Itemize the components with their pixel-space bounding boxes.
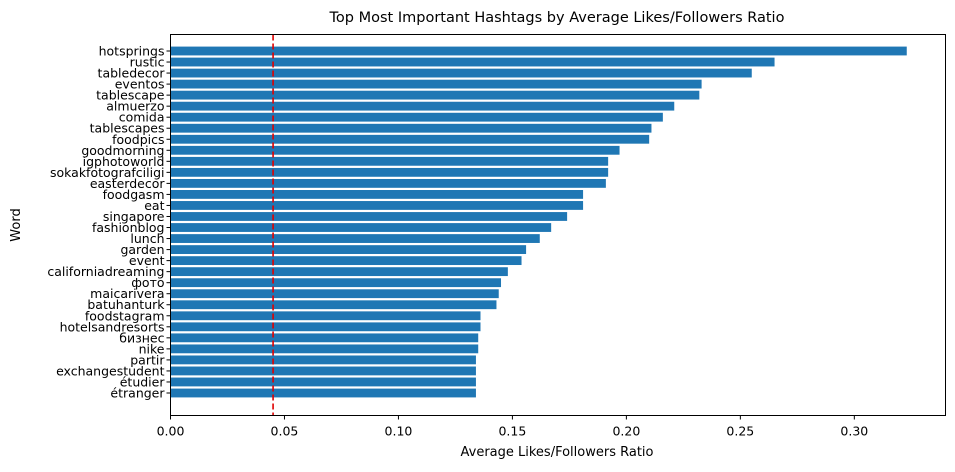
y-tick-label: californiadreaming [47, 264, 164, 279]
x-axis-label: Average Likes/Followers Ratio [461, 445, 654, 460]
x-tick-label: 0.25 [726, 424, 754, 439]
y-tick-label: étranger [110, 386, 165, 401]
x-tick-label: 0.10 [385, 424, 413, 439]
y-tick-label: fashionblog [92, 220, 165, 235]
y-tick-label: фото [131, 275, 164, 290]
y-tick-label: easterdecor [90, 176, 166, 191]
bar-12 [170, 178, 606, 188]
bar-9 [170, 145, 620, 155]
bar-23 [170, 300, 497, 310]
y-tick-label: foodgasm [103, 187, 165, 202]
bar-18 [170, 245, 527, 254]
y-tick-label: partir [130, 352, 165, 367]
bar-22 [170, 289, 499, 299]
y-tick-label: hotelsandresorts [60, 319, 165, 334]
y-tick-label: singapore [103, 209, 165, 224]
bar-2 [170, 68, 752, 78]
bar-15 [170, 212, 568, 221]
y-tick-labels: hotspringsrustictabledecoreventostablesc… [47, 44, 171, 401]
y-tick-label: tabledecor [98, 66, 166, 81]
x-axis-ticks: 0.00 0.05 0.10 0.15 0.20 0.25 0.30 [157, 415, 868, 439]
bar-10 [170, 156, 609, 166]
y-tick-label: comida [119, 110, 165, 125]
y-tick-label: goodmorning [81, 143, 164, 158]
bar-27 [170, 344, 479, 354]
bar-26 [170, 333, 479, 343]
axes-frame [170, 34, 946, 416]
bar-8 [170, 134, 650, 144]
bar-11 [170, 167, 609, 177]
bar-14 [170, 201, 584, 210]
y-tick-label: garden [120, 242, 164, 257]
bar-30 [170, 377, 476, 387]
bars-group [170, 46, 907, 398]
bar-25 [170, 322, 481, 332]
y-tick-label: igphotoworld [83, 154, 165, 169]
y-tick-label: event [129, 253, 165, 268]
bar-29 [170, 366, 476, 376]
chart-title: Top Most Important Hashtags by Average L… [329, 10, 785, 26]
y-tick-label: maicarivera [90, 286, 164, 301]
x-tick-label: 0.20 [612, 424, 640, 439]
y-tick-label: exchangestudent [56, 363, 165, 378]
y-tick-label: foodstagram [85, 308, 165, 323]
bar-4 [170, 90, 700, 100]
bar-17 [170, 234, 540, 243]
bar-16 [170, 223, 552, 232]
y-tick-label: étudier [120, 374, 166, 389]
bar-7 [170, 123, 652, 133]
bar-21 [170, 278, 502, 288]
y-tick-label: eat [144, 198, 164, 213]
x-tick-label: 0.00 [157, 424, 185, 439]
bar-0 [170, 46, 907, 56]
x-tick-label: 0.30 [840, 424, 868, 439]
bar-1 [170, 57, 775, 67]
bar-31 [170, 388, 476, 398]
y-tick-label: tablescape [96, 88, 165, 103]
y-axis-label: Word [9, 208, 24, 241]
y-tick-label: hotsprings [99, 44, 165, 59]
bar-13 [170, 190, 584, 199]
x-tick-label: 0.15 [498, 424, 526, 439]
x-tick-label: 0.05 [271, 424, 299, 439]
bar-19 [170, 256, 522, 266]
bar-6 [170, 112, 663, 122]
bar-20 [170, 267, 508, 277]
y-tick-label: бизнес [119, 330, 164, 345]
y-tick-label: foodpics [112, 132, 164, 147]
y-tick-label: eventos [115, 77, 165, 92]
y-tick-label: nike [139, 341, 165, 356]
y-tick-label: batuhanturk [87, 297, 165, 312]
y-tick-label: sokakfotografciligi [50, 165, 165, 180]
y-tick-label: tablescapes [90, 121, 165, 136]
bar-28 [170, 355, 476, 365]
bar-24 [170, 311, 481, 321]
bar-5 [170, 101, 675, 111]
y-tick-label: almuerzo [106, 99, 164, 114]
y-tick-label: lunch [130, 231, 164, 246]
y-tick-label: rustic [130, 55, 165, 70]
bar-3 [170, 79, 702, 89]
